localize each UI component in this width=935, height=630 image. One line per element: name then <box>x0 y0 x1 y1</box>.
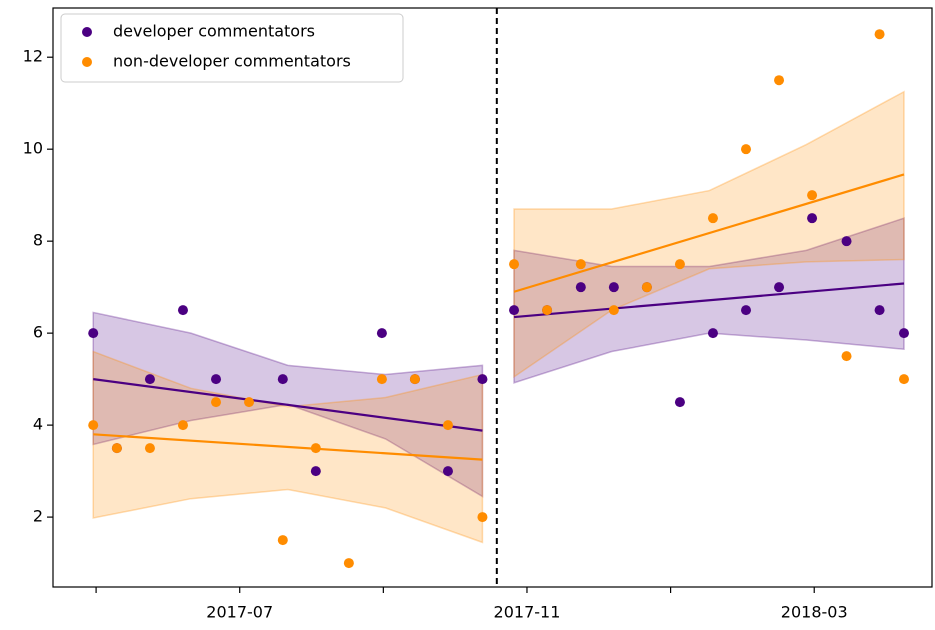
point <box>509 305 520 316</box>
y-tick-label: 2 <box>33 507 43 526</box>
point <box>477 512 488 523</box>
legend-label: non-developer commentators <box>113 52 351 71</box>
point <box>376 374 387 385</box>
y-tick-label: 6 <box>33 323 43 342</box>
fit-line <box>513 282 905 319</box>
y-tick-label: 10 <box>23 139 43 158</box>
point <box>88 420 99 431</box>
fit-line <box>93 433 483 461</box>
point <box>841 236 852 247</box>
y-tick-label: 12 <box>23 47 43 66</box>
point <box>741 144 752 155</box>
point <box>277 374 288 385</box>
y-tick-label: 8 <box>33 231 43 250</box>
point <box>807 190 818 201</box>
point <box>874 305 885 316</box>
point <box>641 282 652 293</box>
point <box>442 466 453 477</box>
point <box>310 443 321 454</box>
point <box>575 282 586 293</box>
point <box>774 75 785 86</box>
point <box>177 420 188 431</box>
confidence-band <box>513 90 905 379</box>
point <box>442 420 453 431</box>
point <box>376 328 387 339</box>
point <box>477 374 488 385</box>
point <box>409 374 420 385</box>
x-tick-label: 2018-03 <box>781 603 848 622</box>
fit-line <box>93 378 483 432</box>
point <box>874 29 885 40</box>
point <box>807 213 818 224</box>
point <box>343 558 354 569</box>
point <box>244 397 255 408</box>
legend <box>60 13 404 83</box>
point <box>542 305 553 316</box>
point <box>310 466 321 477</box>
point <box>898 328 909 339</box>
point <box>674 397 685 408</box>
point <box>211 397 222 408</box>
point <box>509 259 520 270</box>
x-tick-label: 2017-11 <box>494 603 561 622</box>
x-tick-label: 2017-07 <box>206 603 273 622</box>
y-tick-label: 4 <box>33 415 43 434</box>
point <box>177 305 188 316</box>
point <box>608 282 619 293</box>
point <box>841 351 852 362</box>
point <box>898 374 909 385</box>
point <box>111 443 122 454</box>
fit-line <box>513 173 905 293</box>
point <box>707 328 718 339</box>
point <box>144 374 155 385</box>
legend-label: developer commentators <box>113 22 315 41</box>
legend-marker <box>82 27 92 37</box>
point <box>774 282 785 293</box>
legend-marker <box>82 57 92 67</box>
point <box>707 213 718 224</box>
point <box>741 305 752 316</box>
point <box>674 259 685 270</box>
point <box>575 259 586 270</box>
point <box>88 328 99 339</box>
point <box>277 535 288 546</box>
point <box>608 305 619 316</box>
point <box>144 443 155 454</box>
point <box>211 374 222 385</box>
plot-frame <box>52 7 933 588</box>
